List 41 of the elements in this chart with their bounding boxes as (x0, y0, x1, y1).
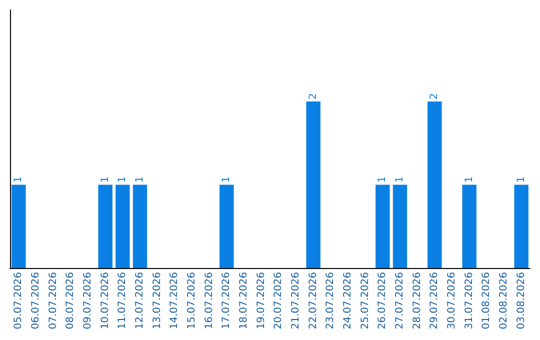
x-tick-label: 07.07.2026 (48, 272, 59, 330)
x-tick-label: 26.07.2026 (377, 272, 388, 330)
x-tick-label: 27.07.2026 (394, 272, 406, 330)
data-label: 1 (394, 176, 406, 183)
x-tick-label: 08.07.2026 (65, 272, 76, 330)
x-tick-label: 23.07.2026 (325, 272, 336, 330)
x-tick-label: 11.07.2026 (117, 272, 128, 330)
x-tick-label: 29.07.2026 (429, 272, 440, 330)
x-tick-label: 24.07.2026 (342, 272, 354, 330)
x-tick-label: 12.07.2026 (134, 272, 146, 330)
x-tick-label: 09.07.2026 (82, 272, 94, 330)
data-label: 2 (308, 93, 319, 100)
data-label: 1 (100, 176, 111, 183)
x-tick-label: 22.07.2026 (308, 272, 319, 330)
x-tick-label: 18.07.2026 (238, 272, 250, 330)
x-tick-label: 25.07.2026 (360, 272, 371, 330)
x-tick-label: 05.07.2026 (13, 272, 24, 330)
x-tick-label: 21.07.2026 (290, 272, 302, 330)
x-tick-label: 02.08.2026 (498, 272, 510, 330)
data-label: 2 (429, 93, 440, 100)
data-label: 1 (464, 176, 475, 183)
x-tick-label: 10.07.2026 (100, 272, 111, 330)
x-tick-label: 31.07.2026 (464, 272, 475, 330)
x-tick-label: 19.07.2026 (256, 272, 267, 330)
x-tick-label: 13.07.2026 (152, 272, 163, 330)
data-label: 1 (134, 176, 146, 183)
x-tick-label: 30.07.2026 (446, 272, 458, 330)
x-tick-label: 28.07.2026 (412, 272, 423, 330)
data-label: 1 (377, 176, 388, 183)
x-tick-label: 15.07.2026 (186, 272, 198, 330)
data-label: 1 (516, 176, 527, 183)
x-tick-label: 06.07.2026 (30, 272, 42, 330)
x-tick-label: 03.08.2026 (516, 272, 527, 330)
x-tick-label: 16.07.2026 (204, 272, 215, 330)
data-label: 1 (117, 176, 128, 183)
data-label: 1 (13, 176, 24, 183)
data-label: 1 (221, 176, 232, 183)
x-tick-label: 14.07.2026 (169, 272, 180, 330)
x-tick-label: 01.08.2026 (481, 272, 492, 330)
x-tick-label: 20.07.2026 (273, 272, 284, 330)
x-tick-label: 17.07.2026 (221, 272, 232, 330)
